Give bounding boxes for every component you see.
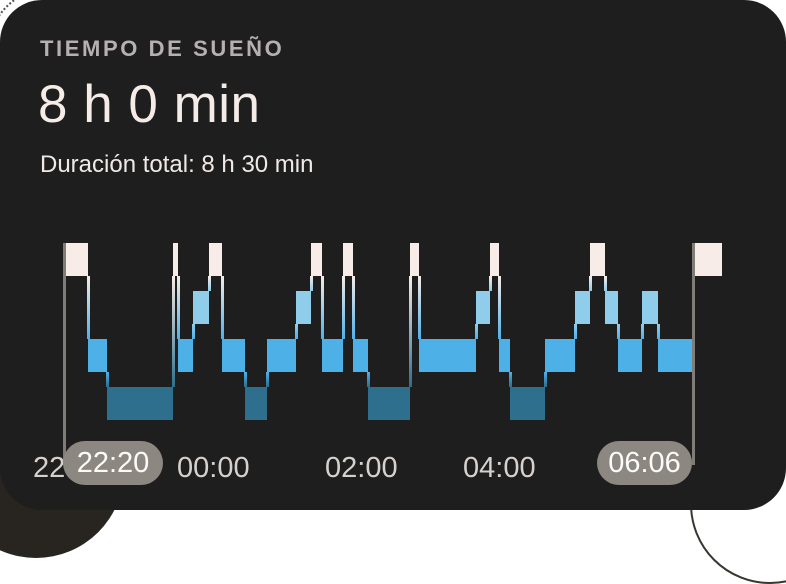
sleep-segment-rem: [575, 291, 590, 324]
stage-transition-line: [408, 276, 412, 387]
sleep-segment-deep: [368, 387, 410, 420]
sleep-segment-awake: [343, 243, 353, 276]
x-axis-tick: 04:00: [463, 452, 536, 484]
stage-transition-line: [616, 324, 620, 339]
stage-transition-line: [366, 372, 370, 387]
sleep-segment-awake: [590, 243, 605, 276]
stage-transition-line: [351, 276, 355, 339]
sleep-segment-light: [88, 339, 107, 372]
stage-transition-line: [640, 324, 644, 339]
stage-transition-line: [265, 372, 269, 387]
stage-transition-line: [171, 276, 175, 387]
sleep-end-handle[interactable]: 06:06: [597, 441, 692, 485]
stage-transition-line: [207, 276, 211, 291]
sleep-segment-awake: [63, 243, 88, 276]
sleep-segment-light: [353, 339, 368, 372]
stage-transition-line: [220, 276, 224, 339]
sleep-time-value: 8 h 0 min: [38, 75, 261, 134]
sleep-segment-light: [222, 339, 245, 372]
stage-transition-line: [294, 324, 298, 339]
stage-transition-line: [417, 276, 421, 339]
sleep-segment-awake: [490, 243, 499, 276]
sleep-segment-awake: [173, 243, 178, 276]
stage-transition-line: [309, 276, 313, 291]
sleep-segment-rem: [476, 291, 490, 324]
x-axis-tick: 00:00: [177, 452, 250, 484]
sleep-start-handle[interactable]: 22:20: [63, 441, 163, 485]
sleep-segment-light: [419, 339, 476, 372]
sleep-segment-rem: [605, 291, 618, 324]
sleep-end-marker-line: [692, 243, 695, 465]
sleep-segment-deep: [245, 387, 267, 420]
sleep-time-card: TIEMPO DE SUEÑO 8 h 0 min Duración total…: [0, 0, 786, 510]
card-title: TIEMPO DE SUEÑO: [40, 36, 285, 61]
sleep-segment-awake: [693, 243, 722, 276]
sleep-segment-light: [322, 339, 343, 372]
stage-transition-line: [656, 324, 660, 339]
total-duration-label: Duración total: 8 h 30 min: [40, 151, 314, 178]
stage-transition-line: [86, 276, 90, 339]
sleep-segment-rem: [193, 291, 209, 324]
sleep-segment-awake: [311, 243, 322, 276]
stage-transition-line: [603, 276, 607, 291]
sleep-segment-rem: [642, 291, 658, 324]
sleep-segment-light: [545, 339, 575, 372]
stage-transition-line: [176, 276, 180, 339]
stage-transition-line: [543, 372, 547, 387]
stage-transition-line: [573, 324, 577, 339]
stage-transition-line: [105, 372, 109, 387]
stage-transition-line: [508, 372, 512, 387]
stage-transition-line: [488, 276, 492, 291]
sleep-segment-awake: [410, 243, 419, 276]
sleep-segment-deep: [510, 387, 545, 420]
sleep-segment-light: [267, 339, 296, 372]
x-axis-tick: 02:00: [325, 452, 398, 484]
sleep-segment-awake: [209, 243, 222, 276]
sleep-start-marker-line: [63, 243, 66, 465]
sleep-segment-rem: [296, 291, 311, 324]
sleep-segment-light: [658, 339, 693, 372]
sleep-segment-deep: [107, 387, 173, 420]
stage-transition-line: [474, 324, 478, 339]
stage-transition-line: [243, 372, 247, 387]
sleep-segment-light: [618, 339, 642, 372]
stage-transition-line: [497, 276, 501, 339]
stage-transition-line: [588, 276, 592, 291]
stage-transition-line: [341, 276, 345, 339]
stage-transition-line: [320, 276, 324, 339]
sleep-segment-light: [178, 339, 193, 372]
stage-transition-line: [191, 324, 195, 339]
sleep-segment-light: [499, 339, 510, 372]
